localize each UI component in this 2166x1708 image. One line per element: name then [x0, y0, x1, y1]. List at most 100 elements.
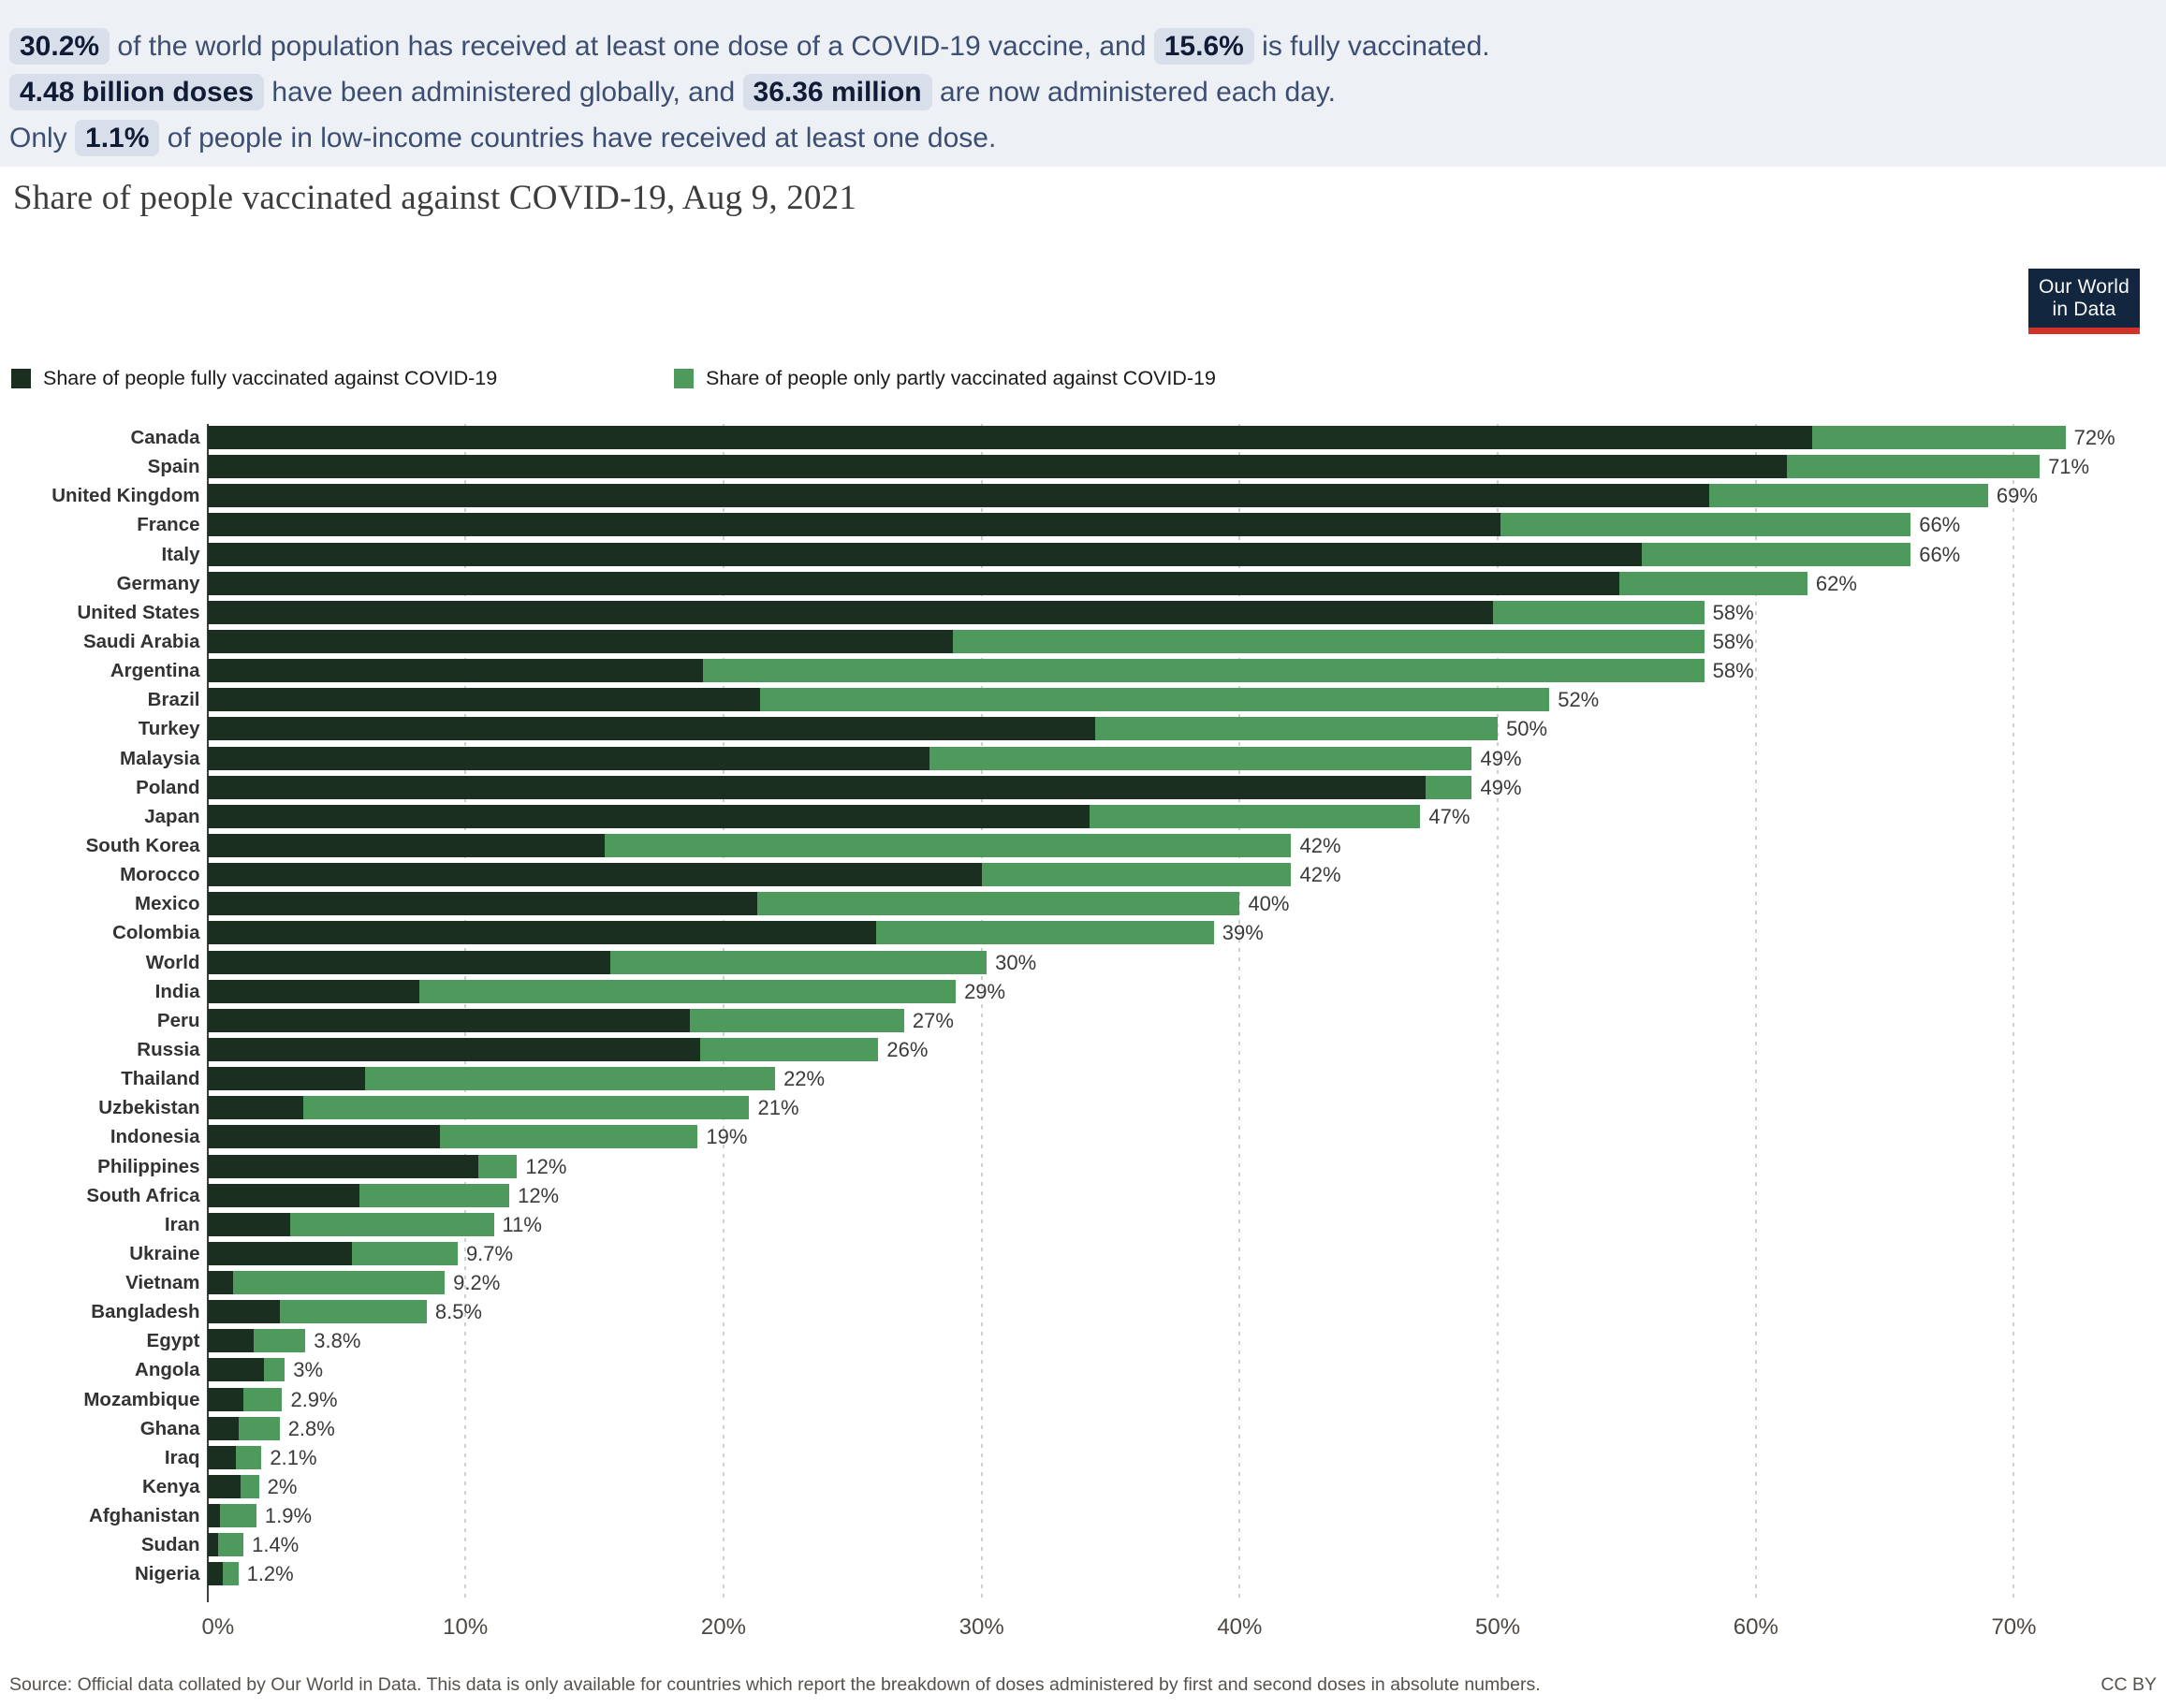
x-tick-label-0%: 0%: [201, 1614, 235, 1640]
bar-partly-vaccinated[interactable]: [1090, 804, 1421, 828]
bar-fully-vaccinated[interactable]: [207, 1533, 218, 1557]
bar-partly-vaccinated[interactable]: [1425, 775, 1472, 799]
bar-value-label: 29%: [964, 979, 1006, 1003]
bar-row-afghanistan: Afghanistan 1.9%: [0, 1504, 2166, 1528]
bar-partly-vaccinated[interactable]: [981, 863, 1292, 887]
bar-fully-vaccinated[interactable]: [207, 863, 982, 887]
bar-partly-vaccinated[interactable]: [220, 1504, 256, 1528]
bar-row-south-korea: South Korea 42%: [0, 833, 2166, 857]
bar-row-world: World 30%: [0, 950, 2166, 974]
bar-fully-vaccinated[interactable]: [207, 746, 930, 770]
bar-fully-vaccinated[interactable]: [207, 1416, 239, 1440]
bar-fully-vaccinated[interactable]: [207, 1212, 290, 1236]
bar-partly-vaccinated[interactable]: [605, 833, 1292, 857]
bar-fully-vaccinated[interactable]: [207, 1562, 224, 1586]
bar-row-sudan: Sudan 1.4%: [0, 1533, 2166, 1557]
bar-fully-vaccinated[interactable]: [207, 775, 1426, 799]
bar-partly-vaccinated[interactable]: [359, 1183, 510, 1207]
bar-fully-vaccinated[interactable]: [207, 1271, 234, 1295]
bar-fully-vaccinated[interactable]: [207, 1329, 255, 1353]
bar-partly-vaccinated[interactable]: [609, 950, 988, 974]
bar-fully-vaccinated[interactable]: [207, 542, 1643, 566]
bar-partly-vaccinated[interactable]: [217, 1533, 244, 1557]
x-tick-label-20%: 20%: [700, 1614, 746, 1640]
bar-fully-vaccinated[interactable]: [207, 1358, 265, 1382]
bar-partly-vaccinated[interactable]: [223, 1562, 239, 1586]
bar-partly-vaccinated[interactable]: [279, 1300, 427, 1324]
bar-partly-vaccinated[interactable]: [418, 979, 957, 1003]
bar-partly-vaccinated[interactable]: [254, 1329, 306, 1353]
country-label: United Kingdom: [51, 485, 200, 507]
bar-partly-vaccinated[interactable]: [1094, 717, 1499, 741]
bar-fully-vaccinated[interactable]: [207, 1183, 360, 1207]
bar-fully-vaccinated[interactable]: [207, 717, 1095, 741]
bar-fully-vaccinated[interactable]: [207, 1475, 241, 1499]
bar-partly-vaccinated[interactable]: [700, 1037, 879, 1061]
bar-partly-vaccinated[interactable]: [477, 1154, 518, 1178]
bar-fully-vaccinated[interactable]: [207, 1241, 352, 1265]
bar-partly-vaccinated[interactable]: [351, 1241, 458, 1265]
owid-logo[interactable]: Our World in Data: [2028, 269, 2140, 334]
bar-fully-vaccinated[interactable]: [207, 1300, 280, 1324]
bar-fully-vaccinated[interactable]: [207, 513, 1500, 537]
bar-partly-vaccinated[interactable]: [439, 1125, 698, 1149]
bar-row-bangladesh: Bangladesh 8.5%: [0, 1300, 2166, 1324]
bar-partly-vaccinated[interactable]: [241, 1475, 259, 1499]
bar-fully-vaccinated[interactable]: [207, 484, 1710, 508]
country-label: Ghana: [139, 1417, 200, 1439]
bar-fully-vaccinated[interactable]: [207, 571, 1619, 595]
license-link[interactable]: CC BY: [2100, 1674, 2157, 1695]
x-tick-label-40%: 40%: [1217, 1614, 1263, 1640]
bar-fully-vaccinated[interactable]: [207, 1387, 244, 1411]
country-label: Egypt: [146, 1330, 200, 1352]
bar-partly-vaccinated[interactable]: [1709, 484, 1988, 508]
bar-fully-vaccinated[interactable]: [207, 1067, 365, 1091]
bar-partly-vaccinated[interactable]: [238, 1416, 280, 1440]
bar-partly-vaccinated[interactable]: [1786, 455, 2041, 479]
bar-fully-vaccinated[interactable]: [207, 1096, 303, 1120]
bar-partly-vaccinated[interactable]: [289, 1212, 494, 1236]
bar-partly-vaccinated[interactable]: [953, 629, 1705, 653]
bar-partly-vaccinated[interactable]: [759, 688, 1550, 712]
bar-fully-vaccinated[interactable]: [207, 833, 606, 857]
bar-partly-vaccinated[interactable]: [929, 746, 1472, 770]
bar-partly-vaccinated[interactable]: [364, 1067, 776, 1091]
bar-fully-vaccinated[interactable]: [207, 892, 757, 916]
bar-partly-vaccinated[interactable]: [235, 1445, 262, 1469]
bar-partly-vaccinated[interactable]: [264, 1358, 285, 1382]
bar-fully-vaccinated[interactable]: [207, 950, 610, 974]
bar-partly-vaccinated[interactable]: [702, 659, 1705, 683]
bar-fully-vaccinated[interactable]: [207, 455, 1787, 479]
bar-fully-vaccinated[interactable]: [207, 659, 703, 683]
bar-fully-vaccinated[interactable]: [207, 426, 1813, 449]
bar-fully-vaccinated[interactable]: [207, 1037, 701, 1061]
bar-fully-vaccinated[interactable]: [207, 1008, 691, 1032]
bar-partly-vaccinated[interactable]: [1812, 426, 2066, 449]
bar-partly-vaccinated[interactable]: [690, 1008, 904, 1032]
bar-partly-vaccinated[interactable]: [1500, 513, 1911, 537]
bar-fully-vaccinated[interactable]: [207, 1125, 440, 1149]
bar-partly-vaccinated[interactable]: [302, 1096, 750, 1120]
bar-partly-vaccinated[interactable]: [243, 1387, 283, 1411]
bar-partly-vaccinated[interactable]: [756, 892, 1240, 916]
bar-fully-vaccinated[interactable]: [207, 1154, 478, 1178]
bar-fully-vaccinated[interactable]: [207, 804, 1090, 828]
bar-fully-vaccinated[interactable]: [207, 1504, 221, 1528]
bar-row-turkey: Turkey 50%: [0, 717, 2166, 741]
bar-partly-vaccinated[interactable]: [233, 1271, 446, 1295]
bar-fully-vaccinated[interactable]: [207, 600, 1493, 624]
country-label: Philippines: [97, 1155, 200, 1177]
bar-value-label: 50%: [1506, 717, 1548, 741]
bar-fully-vaccinated[interactable]: [207, 688, 760, 712]
bar-partly-vaccinated[interactable]: [1492, 600, 1705, 624]
bar-fully-vaccinated[interactable]: [207, 921, 876, 945]
bar-partly-vaccinated[interactable]: [875, 921, 1214, 945]
bar-fully-vaccinated[interactable]: [207, 1445, 236, 1469]
bar-partly-vaccinated[interactable]: [1642, 542, 1911, 566]
bar-fully-vaccinated[interactable]: [207, 629, 954, 653]
bar-row-mozambique: Mozambique 2.9%: [0, 1387, 2166, 1411]
bar-fully-vaccinated[interactable]: [207, 979, 419, 1003]
bar-value-label: 39%: [1222, 921, 1264, 945]
bar-partly-vaccinated[interactable]: [1618, 571, 1807, 595]
country-label: Spain: [147, 456, 200, 478]
